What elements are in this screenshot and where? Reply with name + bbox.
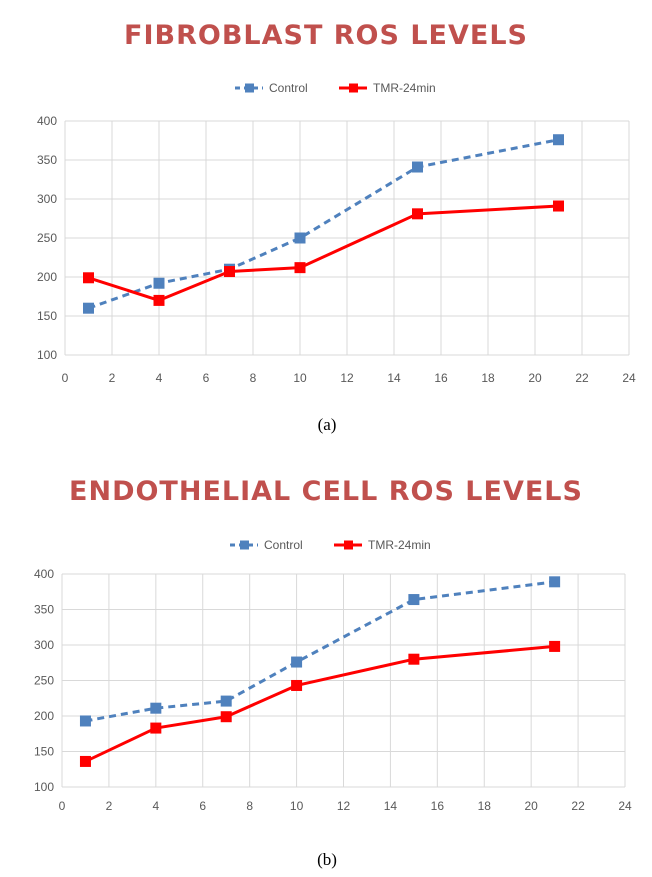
y-tick-label: 350 [37,153,57,167]
y-tick-label: 300 [37,192,57,206]
x-tick-label: 18 [478,799,492,813]
y-tick-label: 200 [37,270,57,284]
data-point [553,134,564,146]
data-point [549,576,561,588]
chart-title: ENDOTHELIAL CELL ROS LEVELS [69,476,583,507]
legend-item-control: Control [230,538,303,552]
x-tick-label: 22 [575,371,589,385]
series-control [83,134,564,314]
legend-item-tmr-24min: TMR-24min [334,538,431,552]
x-tick-label: 6 [199,799,206,813]
data-point [291,679,303,691]
x-tick-label: 8 [250,371,257,385]
series-line [84,644,555,763]
data-point [294,262,306,274]
legend-label: TMR-24min [368,538,431,552]
data-point [408,653,420,665]
series-line [85,580,555,723]
x-tick-label: 20 [528,371,542,385]
legend-label: TMR-24min [373,81,436,95]
legend: Control TMR-24min [230,538,431,552]
data-point [291,656,303,668]
data-point [79,755,91,767]
square-marker-icon [349,83,358,93]
legend: Control TMR-24min [235,81,436,95]
x-tick-label: 20 [524,799,538,813]
data-point [153,277,165,289]
y-tick-label: 350 [34,603,54,617]
square-marker-icon [245,83,254,93]
data-point [224,266,235,278]
y-tick-label: 400 [34,567,54,581]
figure-caption: (b) [317,850,337,869]
x-tick-label: 8 [246,799,253,813]
x-tick-label: 2 [106,799,113,813]
data-point [220,695,232,707]
gridlines [64,120,630,356]
data-point [412,161,423,173]
legend-label: Control [264,538,303,552]
data-point [83,272,94,284]
data-point [549,640,561,652]
data-point [150,722,162,734]
x-tick-label: 24 [622,371,636,385]
y-tick-label: 100 [34,780,54,794]
data-point [412,208,423,220]
x-tick-label: 14 [387,371,401,385]
y-tick-label: 400 [37,114,57,128]
y-tick-label: 250 [34,674,54,688]
series-line [87,138,559,310]
x-tick-label: 0 [59,799,66,813]
square-marker-icon [240,540,249,550]
x-tick-label: 16 [431,799,445,813]
square-marker-icon [344,540,353,550]
x-tick-label: 22 [571,799,585,813]
legend-item-control: Control [235,81,308,95]
x-tick-label: 2 [109,371,116,385]
legend-item-tmr-24min: TMR-24min [339,81,436,95]
x-tick-label: 4 [156,371,163,385]
x-tick-label: 12 [340,371,354,385]
y-axis-ticks: 100 150 200 250 300 350 400 [34,567,54,794]
x-tick-label: 14 [384,799,398,813]
x-tick-label: 10 [293,371,307,385]
x-tick-label: 16 [434,371,448,385]
x-tick-label: 10 [290,799,304,813]
legend-label: Control [269,81,308,95]
x-tick-label: 0 [62,371,69,385]
data-point [79,715,91,727]
data-point [294,232,306,244]
data-point [83,302,94,314]
data-point [553,200,564,212]
x-tick-label: 24 [618,799,632,813]
x-tick-label: 6 [203,371,210,385]
x-tick-label: 18 [481,371,495,385]
series-tmr-24min [79,640,561,767]
x-axis-ticks: 0 2 4 6 8 10 12 14 16 18 20 22 24 [62,371,636,385]
x-tick-label: 12 [337,799,351,813]
y-tick-label: 200 [34,709,54,723]
y-tick-label: 300 [34,638,54,652]
y-tick-label: 100 [37,348,57,362]
x-axis-ticks: 0 2 4 6 8 10 12 14 16 18 20 22 24 [59,799,632,813]
series-line [88,204,559,302]
x-tick-label: 4 [152,799,159,813]
y-tick-label: 250 [37,231,57,245]
data-point [220,711,232,723]
series-tmr-24min [83,200,564,306]
data-point [150,702,162,714]
data-point [408,594,420,606]
data-point [153,294,165,306]
y-axis-ticks: 100 150 200 250 300 350 400 [37,114,57,362]
y-tick-label: 150 [34,745,54,759]
series-control [79,576,561,727]
gridlines [61,573,626,788]
figure-caption: (a) [318,415,337,434]
chart-title: FIBROBLAST ROS LEVELS [124,20,528,51]
chart-b: ENDOTHELIAL CELL ROS LEVELS Control TMR-24… [34,476,632,869]
y-tick-label: 150 [37,309,57,323]
